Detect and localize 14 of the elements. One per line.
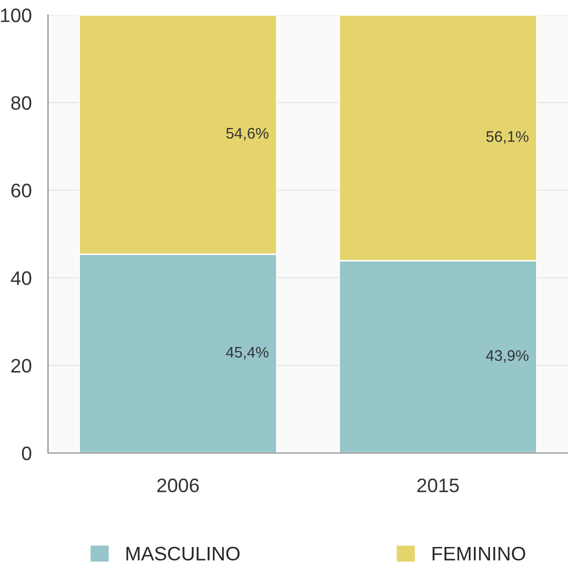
legend-label: MASCULINO xyxy=(126,546,240,561)
y-tick-label: 60 xyxy=(11,184,32,198)
y-tick-label: 100 xyxy=(1,8,32,22)
data-label: 54,6% xyxy=(226,128,268,140)
y-tick-label: 20 xyxy=(11,358,32,373)
y-tick-label: 40 xyxy=(10,271,32,286)
y-tick-label: 80 xyxy=(11,96,32,110)
data-label: 43,9% xyxy=(486,350,528,363)
legend-label: FEMININO xyxy=(432,546,526,561)
x-tick-label: 2015 xyxy=(417,478,459,492)
data-label: 45,4% xyxy=(226,346,268,360)
y-tick-label: 0 xyxy=(22,446,32,460)
x-tick-label: 2006 xyxy=(157,478,199,492)
data-label: 56,1% xyxy=(486,131,528,144)
